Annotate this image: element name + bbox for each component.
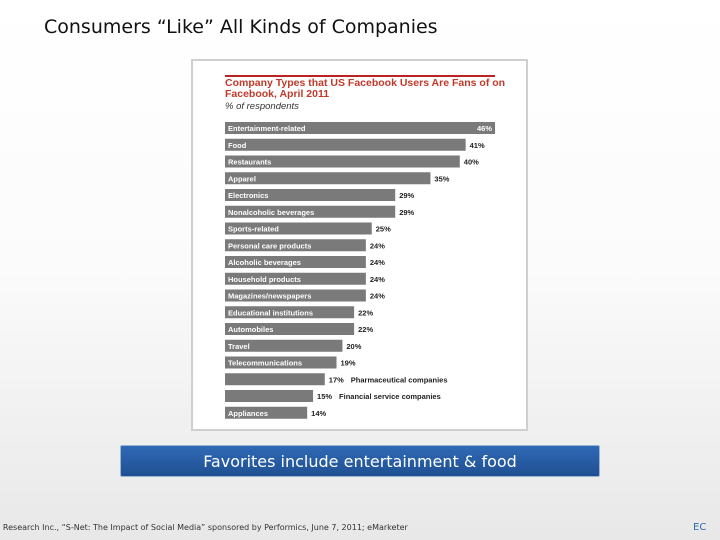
source-citation: I Research Inc., “S-Net: The Impact of S… xyxy=(0,523,408,532)
bar-category-label: Telecommunications xyxy=(228,359,302,368)
bar-group: 29% Electronics xyxy=(225,189,415,201)
bar-value-label: 24% xyxy=(370,275,385,284)
bar xyxy=(225,406,308,419)
bar xyxy=(225,205,396,218)
bar-category-label: Personal care products xyxy=(228,241,311,250)
bar-group: 14% Appliances xyxy=(225,406,327,419)
bar-group: 17% Pharmaceutical companies xyxy=(225,373,448,386)
page-tag[interactable]: EC xyxy=(693,522,707,533)
bar-value-label: 24% xyxy=(370,241,385,250)
bar-group: 24% Alcoholic beverages xyxy=(225,256,385,268)
bar-group: 25% Sports-related xyxy=(225,222,391,235)
bar xyxy=(225,272,366,285)
chart-subtitle: % of respondents xyxy=(225,101,299,112)
bar-value-label: 29% xyxy=(399,191,414,200)
bar xyxy=(225,189,396,201)
bar-value-label: 22% xyxy=(358,308,373,317)
bar-value-label: 17% xyxy=(329,375,344,384)
bar-category-label: Educational institutions xyxy=(228,308,313,317)
bar xyxy=(225,356,337,369)
bar-group: 20% Travel xyxy=(225,339,362,352)
bar xyxy=(225,289,366,302)
bar-category-label: Alcoholic beverages xyxy=(228,258,301,267)
bar-group: 22% Automobiles xyxy=(225,323,373,335)
bar-category-label: Automobiles xyxy=(228,325,273,334)
bar-value-label: 40% xyxy=(464,158,479,167)
bar-group: 15% Financial service companies xyxy=(225,390,441,402)
bar-group: 29% Nonalcoholic beverages xyxy=(225,205,415,218)
bar-category-label: Sports-related xyxy=(228,225,279,234)
bar xyxy=(225,373,325,386)
bar-group: 35% Apparel xyxy=(225,172,450,185)
bar-category-label: Magazines/newspapers xyxy=(228,292,311,301)
bar-category-label: Electronics xyxy=(228,191,268,200)
slide-title: Consumers “Like” All Kinds of Companies xyxy=(44,16,438,38)
bar-group: 24% Personal care products xyxy=(225,239,385,252)
bar-group: 24% Household products xyxy=(225,272,385,285)
bar-group: 22% Educational institutions xyxy=(225,306,373,319)
bar-group: 46% Entertainment-related xyxy=(225,122,495,134)
bar-group: 40% Restaurants xyxy=(225,155,479,168)
bar-category-label: Entertainment-related xyxy=(228,124,306,133)
bar-value-label: 41% xyxy=(470,141,485,150)
bar-category-label: Restaurants xyxy=(228,158,271,167)
bar xyxy=(225,339,343,352)
bar xyxy=(225,390,314,402)
bar-value-label: 29% xyxy=(399,208,414,217)
bar-category-label: Nonalcoholic beverages xyxy=(228,208,314,217)
callout-banner: Favorites include entertainment & food xyxy=(120,445,600,477)
bar xyxy=(225,155,460,168)
bar-category-label: Food xyxy=(228,141,247,150)
bar xyxy=(225,138,466,151)
bar xyxy=(225,256,366,268)
chart-frame: Company Types that US Facebook Users Are… xyxy=(191,59,528,431)
bar-value-label: 25% xyxy=(376,225,391,234)
bar-value-label: 24% xyxy=(370,292,385,301)
bar-value-label: 22% xyxy=(358,325,373,334)
bar xyxy=(225,172,431,185)
bar xyxy=(225,222,372,235)
bar-value-label: 46% xyxy=(477,124,492,133)
bar-value-label: 15% xyxy=(317,392,332,401)
bar-group: 24% Magazines/newspapers xyxy=(225,289,385,302)
bar xyxy=(225,306,355,319)
bar xyxy=(225,239,366,252)
bar-value-label: 20% xyxy=(346,342,361,351)
bar-group: 19% Telecommunications xyxy=(225,356,356,369)
bar-category-label: Travel xyxy=(228,342,250,351)
chart-title-rule xyxy=(225,75,495,77)
bar-group: 41% Food xyxy=(225,138,485,151)
bar-category-label: Household products xyxy=(228,275,301,284)
bar-value-label: 14% xyxy=(311,409,326,418)
bar-value-label: 24% xyxy=(370,258,385,267)
bar xyxy=(225,323,355,335)
bar-category-label: Apparel xyxy=(228,174,256,183)
bar-category-label: Pharmaceutical companies xyxy=(351,375,448,384)
chart-title: Company Types that US Facebook Users Are… xyxy=(225,77,506,100)
bar-chart: 46% Entertainment-related 41% Food 40% Restau… xyxy=(225,122,495,419)
bar xyxy=(225,122,495,134)
bar-value-label: 35% xyxy=(434,174,449,183)
bar-category-label: Financial service companies xyxy=(339,392,441,401)
bar-value-label: 19% xyxy=(341,359,356,368)
bar-category-label: Appliances xyxy=(228,409,268,418)
